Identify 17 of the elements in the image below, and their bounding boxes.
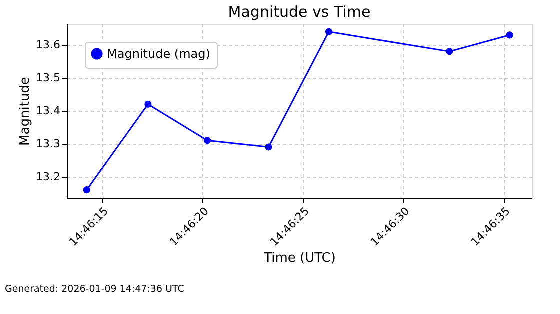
y-tick-label: 13.5	[36, 72, 60, 85]
text: Generated: 2026-01-09 14:47:36 UTC	[5, 284, 185, 295]
x-axis-title: Time (UTC)	[263, 251, 336, 266]
point	[446, 48, 454, 56]
chart-title: Magnitude vs Time	[228, 3, 371, 21]
y-tick-label: 13.2	[36, 170, 60, 184]
point	[204, 137, 212, 144]
point	[83, 186, 90, 194]
legend-label: Magnitude (mag)	[107, 47, 210, 61]
point	[506, 32, 514, 39]
point	[325, 28, 333, 36]
y-tick-label: 13.6	[36, 38, 60, 52]
y-axis-title: Magnitude	[18, 77, 34, 146]
y-tick-label: 13.3	[36, 137, 60, 150]
point	[265, 144, 272, 151]
y-tick-label: 13.4	[36, 104, 60, 118]
point	[144, 100, 152, 108]
